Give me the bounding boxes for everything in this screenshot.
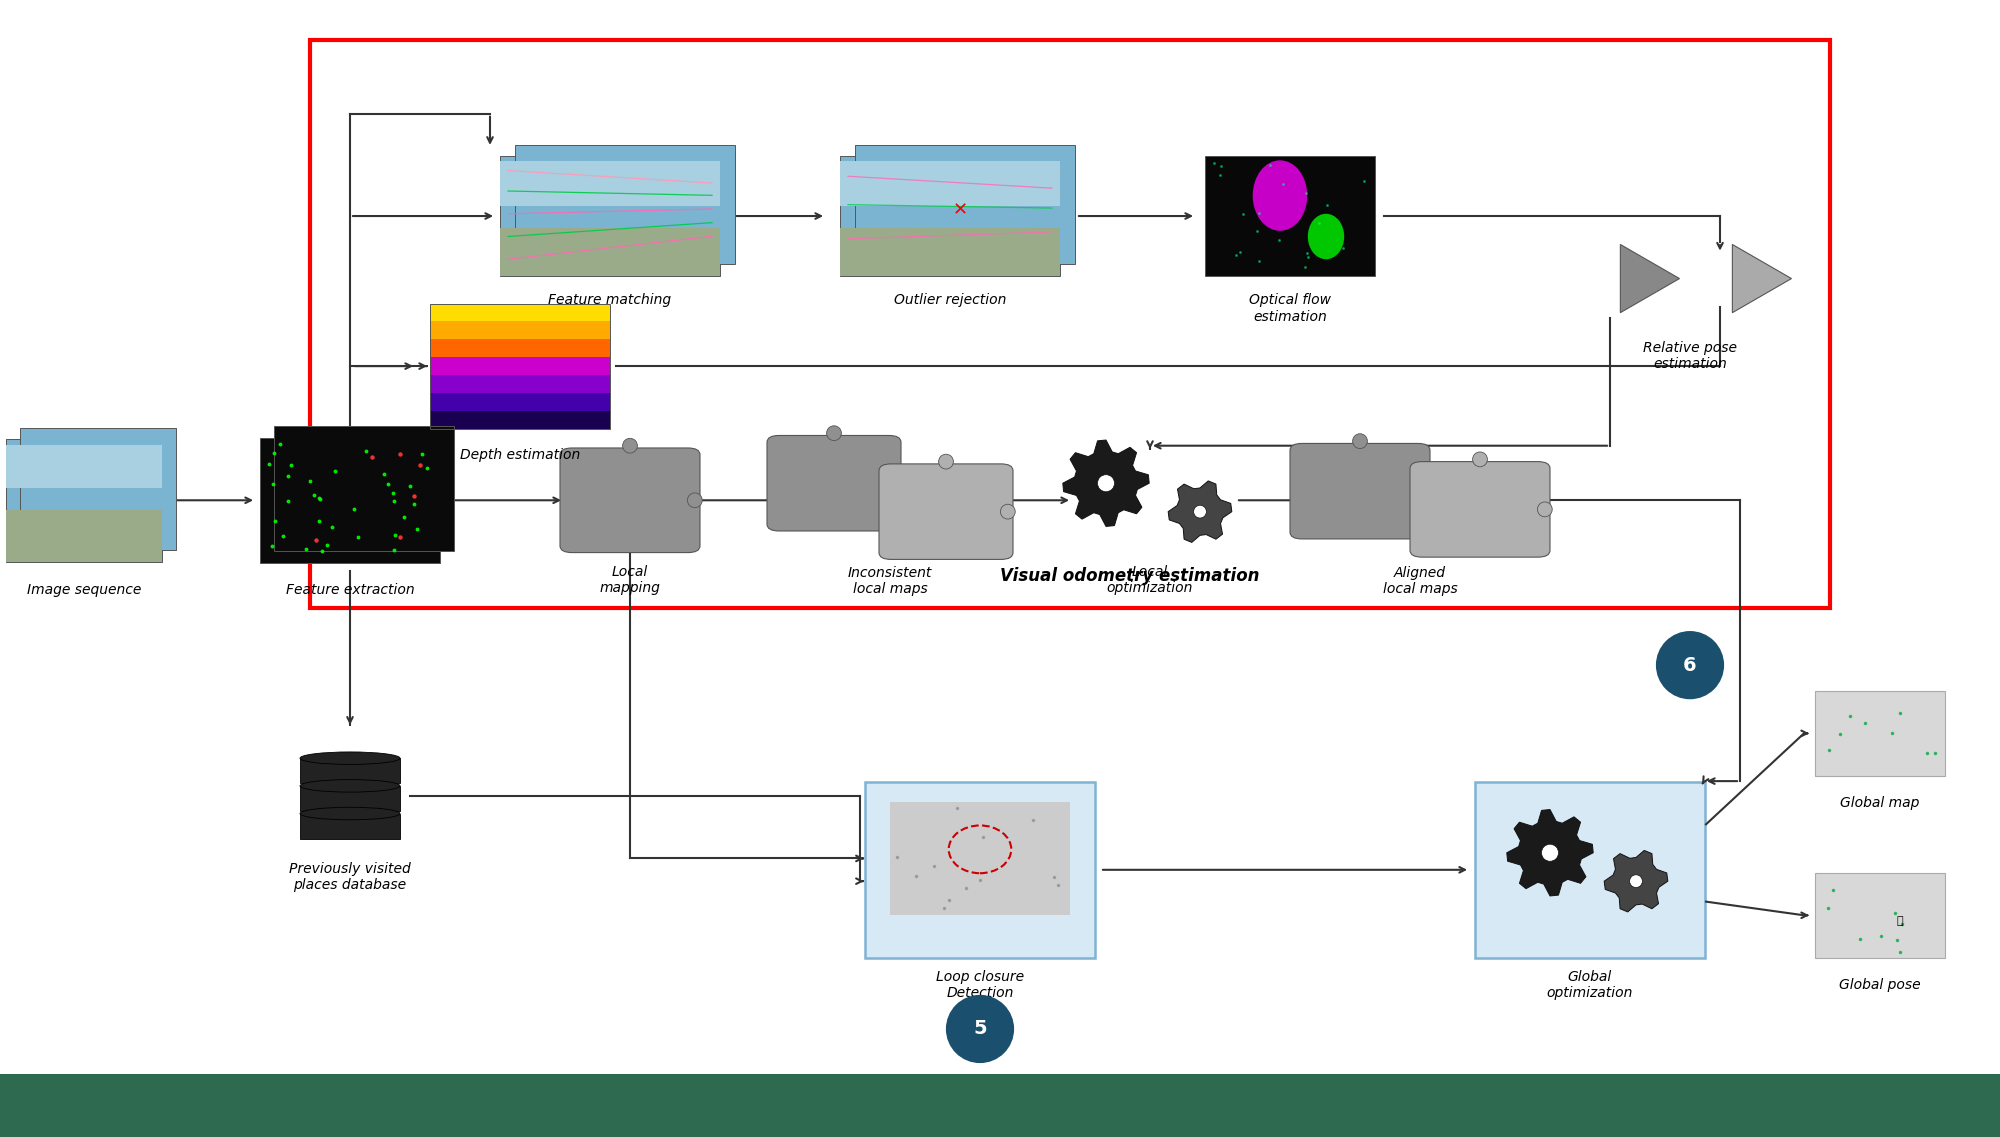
Ellipse shape [1472, 451, 1488, 466]
Ellipse shape [938, 454, 954, 468]
FancyBboxPatch shape [840, 156, 1060, 275]
Text: Local
optimization: Local optimization [1106, 565, 1194, 596]
FancyBboxPatch shape [500, 156, 720, 275]
Polygon shape [1168, 481, 1232, 542]
Polygon shape [1620, 244, 1680, 313]
FancyBboxPatch shape [430, 322, 610, 339]
Text: Depth estimation: Depth estimation [460, 448, 580, 462]
Polygon shape [1604, 850, 1668, 912]
FancyBboxPatch shape [6, 511, 162, 562]
Ellipse shape [1630, 874, 1642, 888]
FancyBboxPatch shape [890, 802, 1070, 915]
Text: 📍: 📍 [1896, 916, 1904, 926]
Ellipse shape [622, 438, 638, 453]
Ellipse shape [300, 807, 400, 820]
Ellipse shape [1098, 474, 1114, 491]
FancyBboxPatch shape [260, 438, 440, 563]
Ellipse shape [826, 425, 842, 440]
FancyBboxPatch shape [430, 375, 610, 393]
FancyBboxPatch shape [1816, 873, 1944, 957]
Ellipse shape [1194, 505, 1206, 518]
Text: Local
mapping: Local mapping [600, 565, 660, 596]
Text: Loop closure
Detection: Loop closure Detection [936, 970, 1024, 1001]
FancyBboxPatch shape [864, 782, 1096, 957]
Text: Relative pose
estimation: Relative pose estimation [1644, 341, 1736, 372]
FancyBboxPatch shape [500, 161, 720, 207]
FancyBboxPatch shape [300, 758, 400, 783]
FancyBboxPatch shape [430, 357, 610, 375]
Ellipse shape [300, 780, 400, 792]
FancyBboxPatch shape [430, 339, 610, 357]
Ellipse shape [688, 493, 702, 507]
FancyBboxPatch shape [1410, 462, 1550, 557]
FancyBboxPatch shape [20, 428, 176, 550]
FancyBboxPatch shape [840, 161, 1060, 207]
Ellipse shape [1308, 214, 1344, 259]
FancyBboxPatch shape [560, 448, 700, 553]
Ellipse shape [300, 752, 400, 764]
FancyBboxPatch shape [0, 1074, 2000, 1137]
FancyBboxPatch shape [6, 445, 162, 488]
Ellipse shape [1352, 433, 1368, 448]
Text: Inconsistent
local maps: Inconsistent local maps [848, 566, 932, 597]
FancyBboxPatch shape [430, 304, 610, 322]
Text: Optical flow
estimation: Optical flow estimation [1248, 293, 1332, 324]
FancyBboxPatch shape [1816, 690, 1944, 775]
FancyBboxPatch shape [300, 814, 400, 838]
Text: Feature extraction: Feature extraction [286, 583, 414, 597]
FancyBboxPatch shape [880, 464, 1012, 559]
Ellipse shape [888, 475, 904, 490]
Ellipse shape [1542, 844, 1558, 862]
Polygon shape [1732, 244, 1792, 313]
Ellipse shape [946, 995, 1014, 1063]
Text: Global
optimization: Global optimization [1546, 970, 1634, 1001]
FancyBboxPatch shape [514, 144, 734, 264]
FancyBboxPatch shape [500, 227, 720, 275]
Text: Visual odometry estimation: Visual odometry estimation [1000, 567, 1260, 586]
FancyBboxPatch shape [6, 439, 162, 562]
Text: Feature matching: Feature matching [548, 293, 672, 307]
FancyBboxPatch shape [1476, 782, 1704, 957]
Text: 5: 5 [974, 1020, 986, 1038]
FancyBboxPatch shape [300, 786, 400, 811]
Text: Previously visited
places database: Previously visited places database [290, 862, 410, 893]
FancyBboxPatch shape [430, 393, 610, 410]
Text: Image sequence: Image sequence [26, 583, 142, 597]
FancyBboxPatch shape [840, 227, 1060, 275]
Polygon shape [1506, 810, 1594, 896]
Text: 6: 6 [1684, 656, 1696, 674]
Text: Outlier rejection: Outlier rejection [894, 293, 1006, 307]
Text: Global map: Global map [1840, 796, 1920, 810]
Ellipse shape [1656, 631, 1724, 699]
FancyBboxPatch shape [854, 144, 1074, 264]
FancyBboxPatch shape [430, 410, 610, 429]
Ellipse shape [1538, 503, 1552, 516]
Text: ✕: ✕ [952, 201, 968, 219]
FancyBboxPatch shape [1204, 156, 1376, 275]
FancyBboxPatch shape [274, 426, 454, 551]
Ellipse shape [1000, 505, 1016, 518]
Polygon shape [1062, 440, 1150, 526]
FancyBboxPatch shape [1290, 443, 1430, 539]
Ellipse shape [1252, 160, 1308, 231]
Ellipse shape [1418, 484, 1432, 498]
FancyBboxPatch shape [766, 435, 900, 531]
Text: Global pose: Global pose [1840, 978, 1920, 991]
Text: Aligned
local maps: Aligned local maps [1382, 566, 1458, 597]
